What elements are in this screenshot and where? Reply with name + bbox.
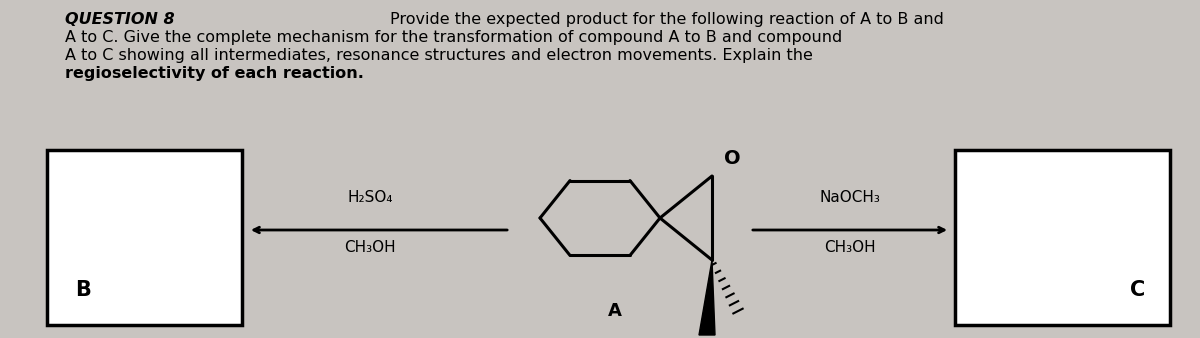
- Text: A: A: [608, 302, 622, 320]
- Text: Provide the expected product for the following reaction of A to B and: Provide the expected product for the fol…: [390, 12, 944, 27]
- Text: C: C: [1129, 280, 1145, 300]
- Text: B: B: [74, 280, 91, 300]
- Text: CH₃OH: CH₃OH: [824, 240, 876, 255]
- Polygon shape: [698, 260, 715, 335]
- Text: O: O: [724, 149, 740, 168]
- Text: regioselectivity of each reaction.: regioselectivity of each reaction.: [65, 66, 364, 81]
- Bar: [955, 150, 1170, 325]
- Text: NaOCH₃: NaOCH₃: [820, 190, 881, 205]
- Text: CH₃OH: CH₃OH: [344, 240, 396, 255]
- Text: QUESTION 8: QUESTION 8: [65, 12, 175, 27]
- Text: A to C showing all intermediates, resonance structures and electron movements. E: A to C showing all intermediates, resona…: [65, 48, 812, 63]
- Text: A to C. Give the complete mechanism for the transformation of compound A to B an: A to C. Give the complete mechanism for …: [65, 30, 842, 45]
- Text: H₂SO₄: H₂SO₄: [347, 190, 392, 205]
- Bar: [47, 150, 242, 325]
